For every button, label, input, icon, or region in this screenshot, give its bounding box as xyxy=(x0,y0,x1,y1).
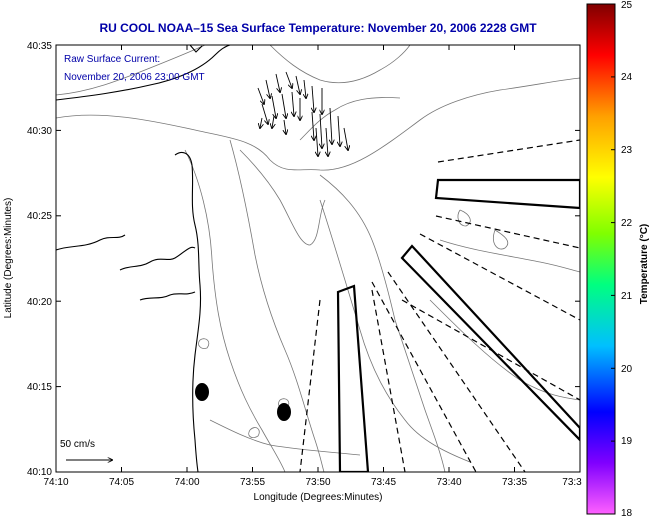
x-tick-label: 74:00 xyxy=(174,477,199,488)
x-tick-label: 73:40 xyxy=(436,477,461,488)
colorbar-tick-label: 24 xyxy=(621,72,633,83)
colorbar-tick-label: 21 xyxy=(621,291,633,302)
y-tick-marks xyxy=(56,129,580,388)
colorbar-tick-label: 23 xyxy=(621,145,633,156)
colorbar-tick-label: 22 xyxy=(621,218,633,229)
x-tick-label: 73:3 xyxy=(562,477,582,488)
colorbar-tick-label: 25 xyxy=(621,0,633,11)
wind-farm-polygons xyxy=(336,178,580,472)
x-tick-label: 73:45 xyxy=(371,477,396,488)
scale-label: 50 cm/s xyxy=(60,439,95,450)
map-plot-area: Raw Surface Current: November 20, 2006 2… xyxy=(3,41,582,503)
current-vectors xyxy=(257,71,348,156)
temperature-colorbar: 25 24 23 22 21 20 19 18 Temperature (°C) xyxy=(586,0,650,518)
y-tick-labels: 40:35 40:30 40:25 40:20 40:15 40:10 xyxy=(27,41,52,478)
dashed-boundaries xyxy=(299,139,580,472)
colorbar-tick-label: 18 xyxy=(621,508,633,518)
x-tick-label: 73:35 xyxy=(502,477,527,488)
x-tick-labels: 74:10 74:05 74:00 73:55 73:50 73:45 73:4… xyxy=(43,477,582,488)
bathymetry-contours xyxy=(56,45,580,472)
colorbar-ticks xyxy=(611,76,615,442)
buoy-marker xyxy=(277,403,291,421)
y-tick-label: 40:20 xyxy=(27,297,52,308)
y-axis-label: Latitude (Degrees:Minutes) xyxy=(3,198,14,319)
y-tick-label: 40:35 xyxy=(27,41,52,52)
colorbar-label: Temperature (°C) xyxy=(639,224,650,305)
y-tick-label: 40:15 xyxy=(27,382,52,393)
y-tick-label: 40:10 xyxy=(27,467,52,478)
colorbar-tick-label: 19 xyxy=(621,436,633,447)
x-axis-label: Longitude (Degrees:Minutes) xyxy=(254,492,383,503)
buoy-marker xyxy=(195,383,209,401)
x-tick-label: 73:55 xyxy=(240,477,265,488)
current-annotation-line2: November 20, 2006 23:00 GMT xyxy=(64,72,205,83)
x-tick-marks xyxy=(55,45,515,472)
figure-title: RU COOL NOAA–15 Sea Surface Temperature:… xyxy=(99,21,537,35)
x-tick-label: 74:05 xyxy=(109,477,134,488)
colorbar-gradient xyxy=(586,3,616,515)
x-tick-label: 73:50 xyxy=(305,477,330,488)
colorbar-tick-label: 20 xyxy=(621,364,633,375)
y-tick-label: 40:25 xyxy=(27,211,52,222)
plot-background xyxy=(56,45,580,472)
coastline xyxy=(56,45,231,472)
current-annotation-line1: Raw Surface Current: xyxy=(64,54,160,65)
y-tick-label: 40:30 xyxy=(27,126,52,137)
x-tick-label: 74:10 xyxy=(43,477,68,488)
